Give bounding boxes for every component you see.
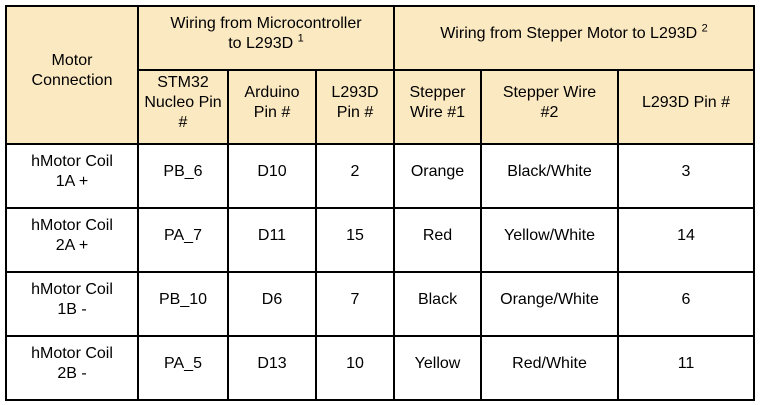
header-group-microcontroller: Wiring from Microcontroller to L293D 1 xyxy=(137,5,395,71)
cell-arduino-pin: D11 xyxy=(227,207,317,273)
cell-l293d-pin-mc: 10 xyxy=(315,335,395,401)
cell-stepper-wire-1: Yellow xyxy=(393,335,482,401)
cell-motor-connection-text: hMotor Coil 1A + xyxy=(31,153,113,190)
header-l293d-pin-sm: L293D Pin # xyxy=(617,69,755,145)
cell-l293d-pin-sm: 6 xyxy=(617,271,755,337)
cell-stm32-nucleo-pin: PB_6 xyxy=(137,143,229,209)
header-motor-connection-label: Motor Connection xyxy=(31,52,113,89)
header-stepper-wire-2-label: Stepper Wire #2 xyxy=(502,84,597,121)
header-group-stepper: Wiring from Stepper Motor to L293D 2 xyxy=(393,5,755,71)
cell-l293d-pin-sm: 14 xyxy=(617,207,755,273)
header-group-microcontroller-label: Wiring from Microcontroller to L293D 1 xyxy=(164,14,369,54)
header-arduino-pin: Arduino Pin # xyxy=(227,69,317,145)
header-stepper-wire-1: Stepper Wire #1 xyxy=(393,69,482,145)
cell-l293d-pin-sm: 11 xyxy=(617,335,755,401)
cell-stepper-wire-1: Red xyxy=(393,207,482,273)
cell-motor-connection-text: hMotor Coil 2A + xyxy=(31,217,113,254)
cell-stepper-wire-1: Black xyxy=(393,271,482,337)
cell-l293d-pin-mc: 7 xyxy=(315,271,395,337)
cell-motor-connection: hMotor Coil 1B - xyxy=(5,271,139,337)
cell-stepper-wire-1: Orange xyxy=(393,143,482,209)
table-row: hMotor Coil 2B - PA_5 D13 10 Yellow Red/… xyxy=(5,335,755,401)
cell-stm32-nucleo-pin: PA_5 xyxy=(137,335,229,401)
header-motor-connection: Motor Connection xyxy=(5,5,139,145)
header-stm32-nucleo-pin: STM32 Nucleo Pin # xyxy=(137,69,229,145)
header-group-row: Motor Connection Wiring from Microcontro… xyxy=(5,5,755,145)
cell-l293d-pin-mc: 2 xyxy=(315,143,395,209)
cell-arduino-pin: D10 xyxy=(227,143,317,209)
table-row: hMotor Coil 2A + PA_7 D11 15 Red Yellow/… xyxy=(5,207,755,273)
header-stepper-wire-2: Stepper Wire #2 xyxy=(480,69,619,145)
cell-stepper-wire-2: Red/White xyxy=(480,335,619,401)
wiring-table: Motor Connection Wiring from Microcontro… xyxy=(5,5,755,401)
cell-arduino-pin: D6 xyxy=(227,271,317,337)
table-row: hMotor Coil 1B - PB_10 D6 7 Black Orange… xyxy=(5,271,755,337)
header-group-microcontroller-text: Wiring from Microcontroller to L293D xyxy=(170,15,362,52)
header-sub-row: STM32 Nucleo Pin # Arduino Pin # L293D P… xyxy=(6,69,755,145)
cell-motor-connection-text: hMotor Coil 1B - xyxy=(31,281,113,318)
footnote-2-marker: 2 xyxy=(701,22,708,35)
cell-stm32-nucleo-pin: PB_10 xyxy=(137,271,229,337)
cell-motor-connection: hMotor Coil 1A + xyxy=(5,143,139,209)
table-row: hMotor Coil 1A + PB_6 D10 2 Orange Black… xyxy=(5,143,755,209)
cell-motor-connection: hMotor Coil 2B - xyxy=(5,335,139,401)
footnote-1-marker: 1 xyxy=(297,32,304,45)
cell-stepper-wire-2: Yellow/White xyxy=(480,207,619,273)
cell-motor-connection-text: hMotor Coil 2B - xyxy=(31,345,113,382)
cell-l293d-pin-mc: 15 xyxy=(315,207,395,273)
header-l293d-pin-mc: L293D Pin # xyxy=(315,69,395,145)
cell-l293d-pin-sm: 3 xyxy=(617,143,755,209)
header-group-stepper-label: Wiring from Stepper Motor to L293D 2 xyxy=(440,22,708,44)
cell-arduino-pin: D13 xyxy=(227,335,317,401)
cell-stm32-nucleo-pin: PA_7 xyxy=(137,207,229,273)
cell-motor-connection: hMotor Coil 2A + xyxy=(5,207,139,273)
header-group-stepper-text: Wiring from Stepper Motor to L293D xyxy=(440,24,698,42)
cell-stepper-wire-2: Black/White xyxy=(480,143,619,209)
cell-stepper-wire-2: Orange/White xyxy=(480,271,619,337)
